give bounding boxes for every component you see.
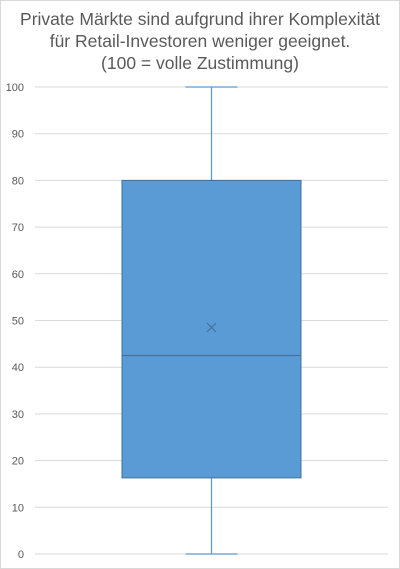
mean-marker	[206, 322, 217, 333]
chart-title-line-3: (100 = volle Zustimmung)	[101, 53, 299, 73]
y-tick-label-100: 100	[6, 82, 24, 94]
y-tick-label-50: 50	[12, 316, 24, 328]
chart-title: Private Märkte sind aufgrund ihrer Kompl…	[0, 8, 400, 74]
mean-marker-stroke-2	[206, 322, 217, 333]
y-axis-tick-labels: 0 10 20 30 40 50 60 70 80 90 100	[6, 82, 24, 561]
y-tick-label-80: 80	[12, 175, 24, 187]
chart-title-line-1: Private Märkte sind aufgrund ihrer Kompl…	[20, 9, 380, 29]
y-tick-label-70: 70	[12, 222, 24, 234]
interquartile-box	[121, 179, 302, 479]
y-tick-label-20: 20	[12, 456, 24, 468]
chart-title-line-2: für Retail-Investoren weniger geeignet.	[49, 31, 351, 51]
y-tick-label-60: 60	[12, 269, 24, 281]
y-tick-label-0: 0	[18, 549, 24, 561]
y-tick-label-10: 10	[12, 502, 24, 514]
y-tick-label-30: 30	[12, 409, 24, 421]
box-plot	[121, 86, 302, 555]
y-tick-label-40: 40	[12, 362, 24, 374]
y-tick-label-90: 90	[12, 129, 24, 141]
